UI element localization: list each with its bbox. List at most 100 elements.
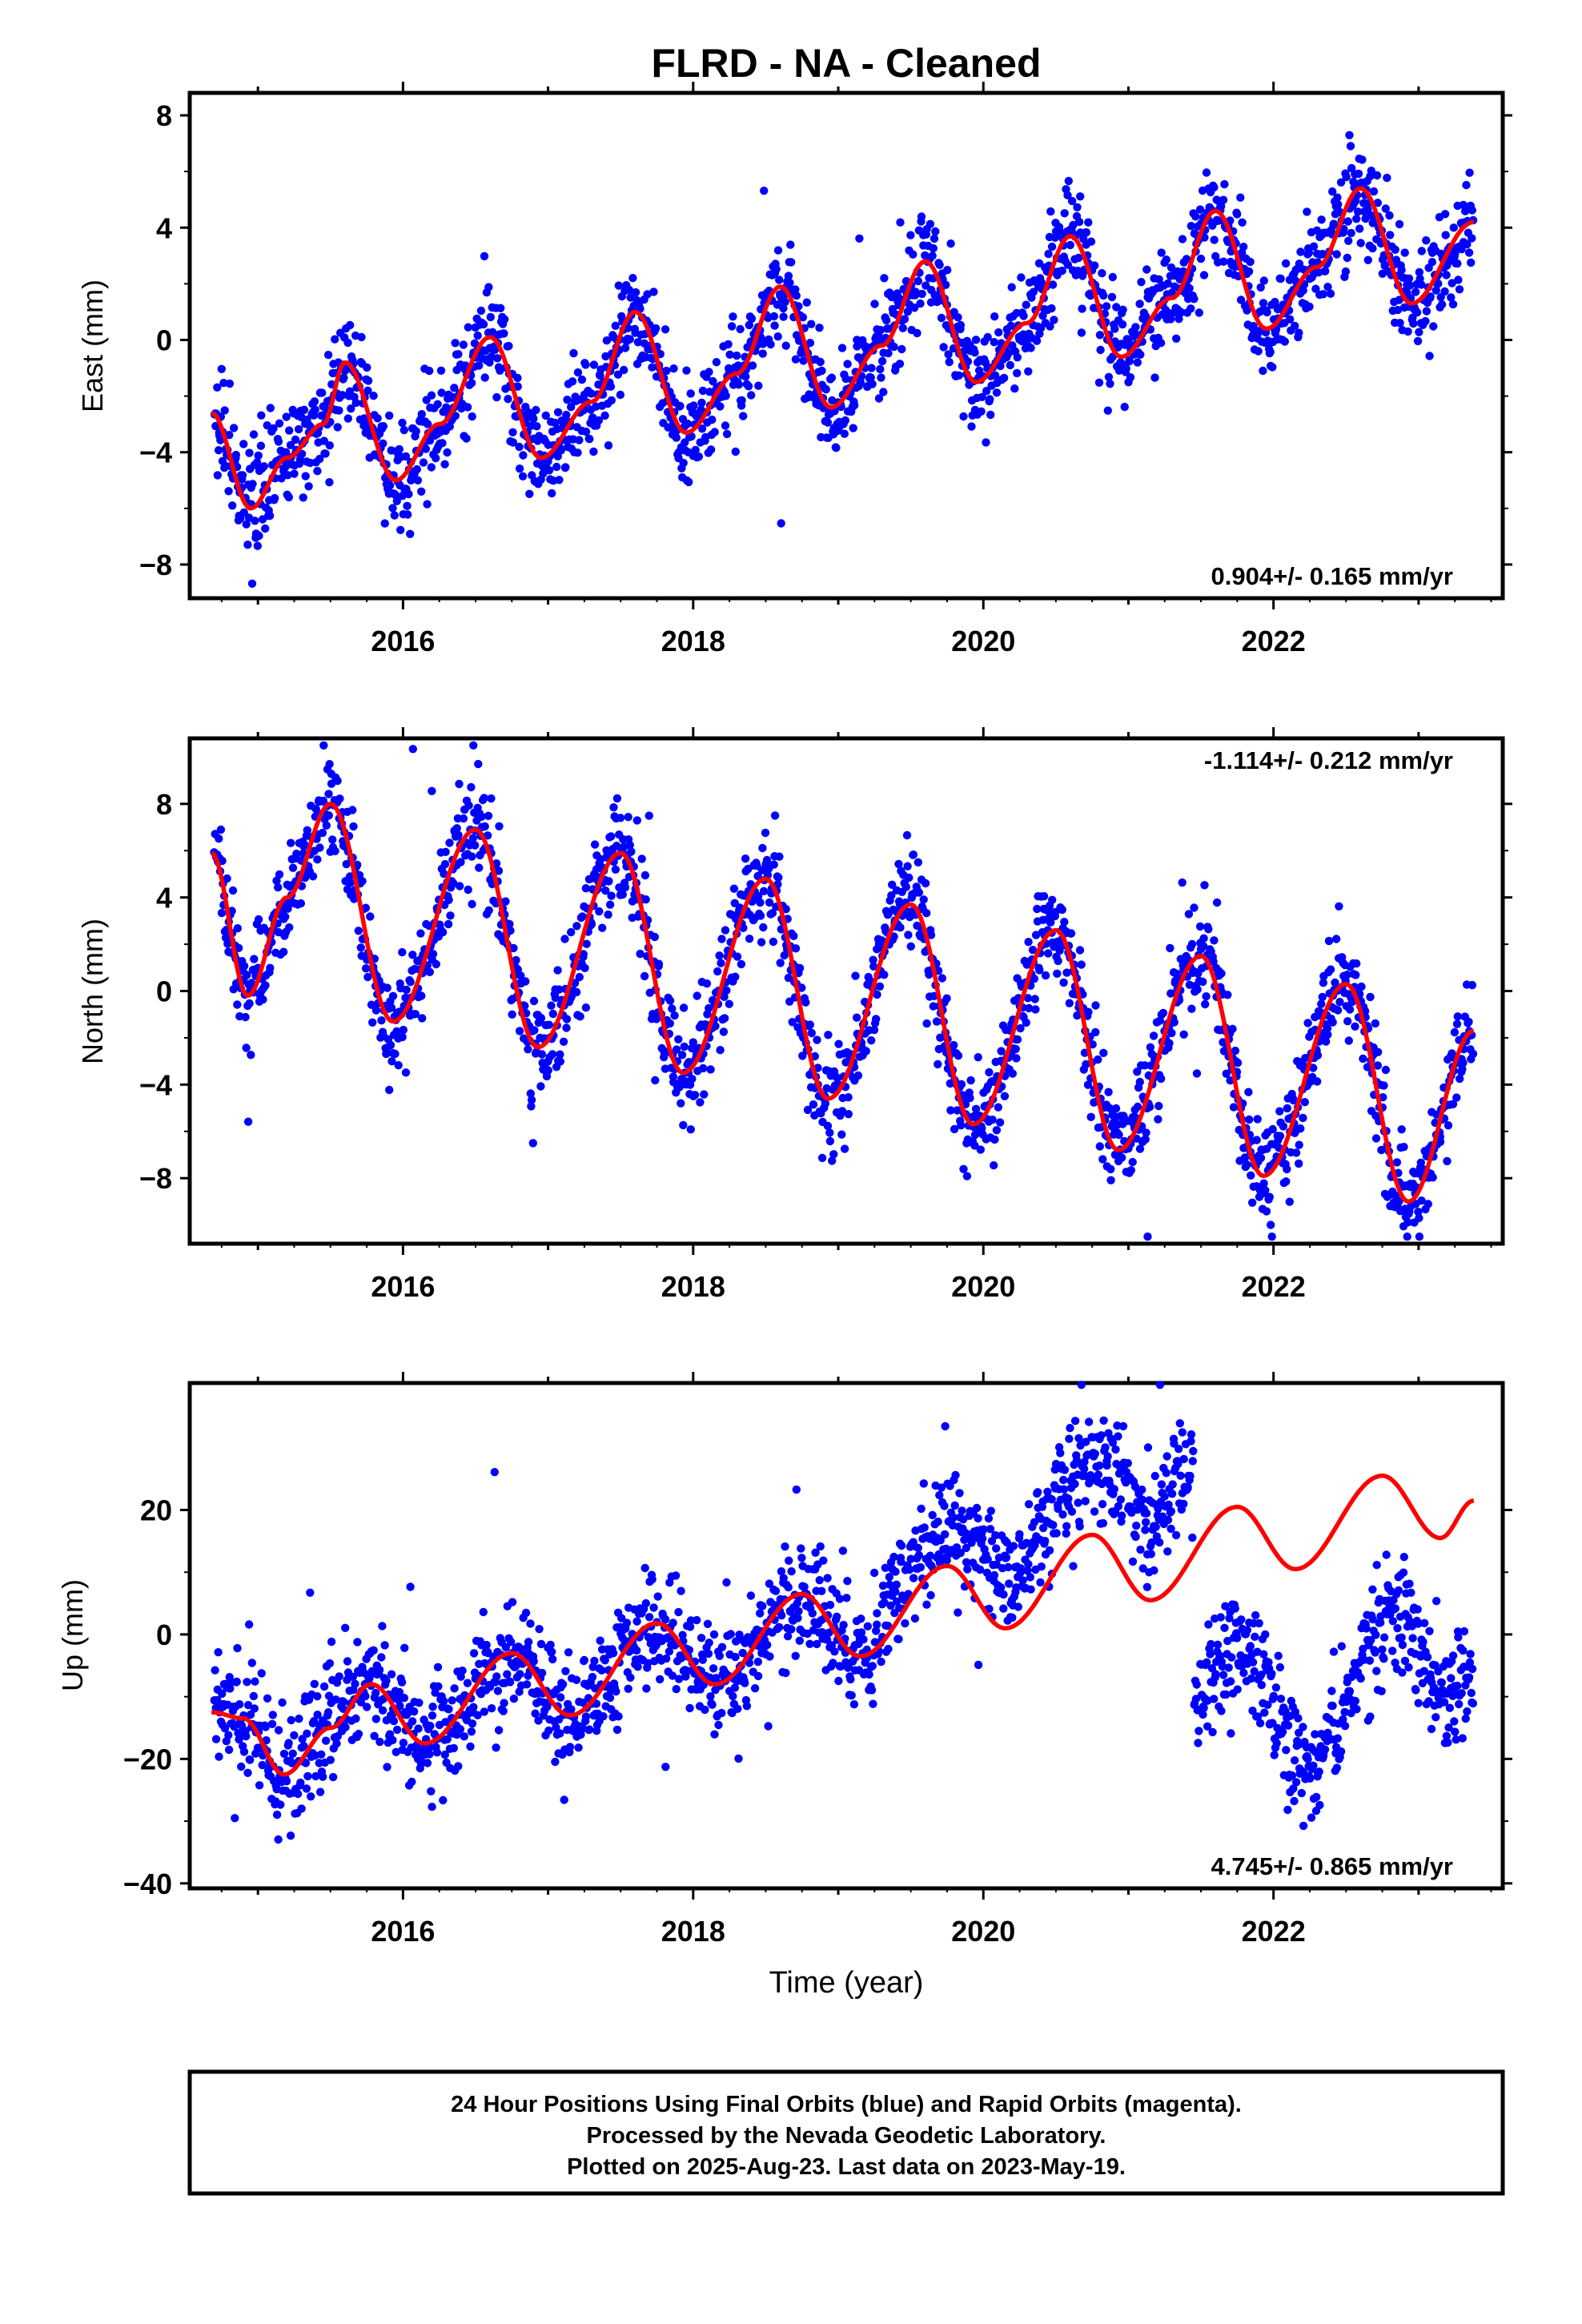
data-point — [490, 1468, 499, 1477]
data-point — [724, 340, 733, 349]
data-point — [1403, 327, 1412, 336]
data-point — [306, 1588, 315, 1598]
data-point — [766, 340, 775, 349]
data-point — [838, 1546, 848, 1555]
data-point — [1210, 235, 1219, 244]
data-point — [1239, 243, 1248, 251]
data-point — [1228, 1024, 1237, 1034]
data-point — [456, 882, 464, 891]
data-point — [1086, 237, 1096, 246]
data-point — [432, 959, 440, 969]
data-point — [679, 1003, 689, 1012]
data-point — [522, 1680, 532, 1689]
data-point — [493, 1687, 503, 1695]
data-point — [612, 1725, 622, 1735]
data-point — [1199, 271, 1209, 279]
data-point — [1363, 255, 1373, 264]
data-point — [239, 440, 248, 448]
data-point — [1391, 245, 1399, 254]
data-point — [1046, 207, 1055, 216]
data-point — [1318, 992, 1327, 1002]
data-point — [359, 414, 369, 423]
data-point — [741, 372, 750, 381]
data-point — [343, 1657, 352, 1666]
data-point — [902, 830, 912, 840]
data-point — [769, 312, 778, 321]
data-point — [303, 826, 311, 835]
data-point — [737, 396, 746, 405]
data-point — [1199, 934, 1208, 943]
data-point — [725, 999, 733, 1008]
data-point — [515, 1027, 524, 1035]
data-point — [581, 427, 591, 436]
data-point — [500, 315, 509, 324]
data-point — [703, 1619, 713, 1629]
data-point — [679, 1120, 688, 1130]
data-point — [1177, 308, 1186, 317]
data-point — [863, 1622, 873, 1631]
data-point — [247, 579, 257, 588]
data-point — [1104, 372, 1114, 381]
data-point — [1276, 274, 1285, 283]
data-point — [408, 1777, 416, 1787]
data-point — [297, 1804, 306, 1813]
data-point — [791, 355, 801, 364]
data-point — [308, 872, 318, 881]
data-point — [708, 1700, 717, 1709]
data-point — [1359, 1054, 1367, 1063]
data-point — [548, 1655, 557, 1664]
data-point — [318, 388, 327, 397]
data-point — [432, 453, 440, 463]
data-point — [459, 340, 468, 349]
data-point — [843, 1577, 852, 1586]
data-point — [1392, 1158, 1402, 1167]
data-point — [990, 312, 999, 321]
data-point — [427, 463, 436, 472]
data-point — [605, 1693, 615, 1703]
data-point — [574, 1743, 583, 1752]
data-point — [604, 910, 612, 919]
data-point — [992, 388, 1002, 397]
data-point — [349, 822, 358, 831]
data-point — [679, 458, 688, 468]
x-tick-label: 2018 — [661, 1270, 725, 1303]
data-point — [1165, 1039, 1174, 1047]
data-point — [710, 428, 719, 436]
data-point — [808, 1609, 817, 1618]
data-point — [504, 395, 512, 404]
data-point — [1195, 308, 1204, 317]
data-point — [268, 1711, 277, 1719]
data-point — [1107, 292, 1117, 302]
data-point — [1179, 1030, 1188, 1039]
data-point — [480, 251, 489, 261]
data-point — [1343, 253, 1352, 263]
data-point — [1371, 1019, 1380, 1028]
data-point — [1106, 1176, 1115, 1185]
data-point — [338, 391, 347, 400]
data-point — [548, 489, 556, 498]
data-point — [817, 1153, 827, 1163]
data-point — [865, 1670, 873, 1679]
data-point — [682, 366, 691, 375]
data-point — [1077, 328, 1086, 337]
data-point — [426, 1722, 435, 1731]
data-point — [1344, 236, 1353, 245]
data-point — [1468, 1049, 1478, 1059]
data-point — [508, 1598, 517, 1606]
data-point — [756, 911, 765, 920]
data-point — [685, 477, 693, 487]
data-point — [410, 1707, 419, 1716]
data-point — [604, 877, 613, 886]
y-tick-label: −8 — [139, 549, 172, 581]
data-point — [627, 847, 636, 856]
data-point — [553, 966, 562, 975]
data-point — [404, 489, 413, 499]
data-point — [1422, 307, 1431, 316]
data-point — [837, 344, 847, 352]
data-point — [251, 1677, 259, 1686]
data-point — [1019, 312, 1028, 320]
data-point — [529, 996, 539, 1006]
data-point — [764, 1722, 773, 1731]
data-point — [697, 424, 707, 433]
